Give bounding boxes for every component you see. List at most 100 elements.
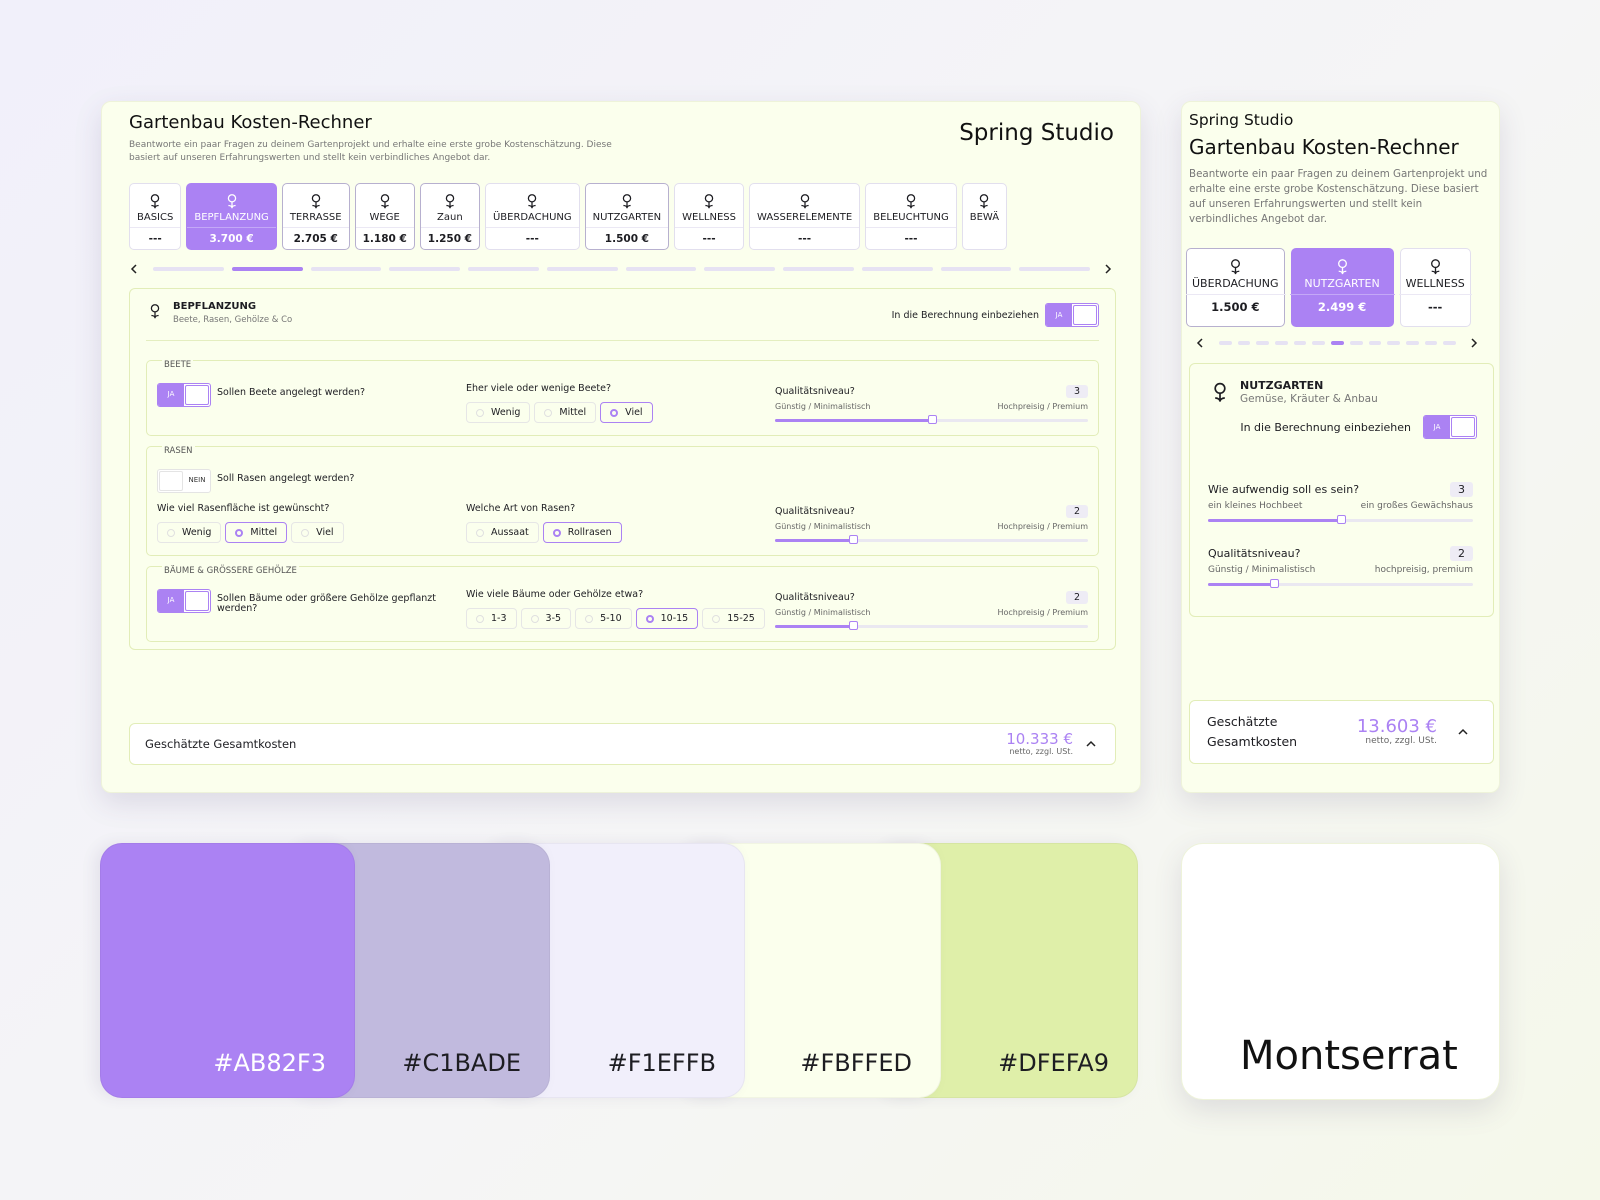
slider-header: Qualitätsniveau? 2 <box>775 591 1088 604</box>
tab-price: 1.500 € <box>1211 300 1260 314</box>
chevron <box>1105 263 1112 274</box>
expand-toggle[interactable] <box>1457 726 1469 738</box>
carousel-arrow[interactable] <box>1102 260 1114 279</box>
icon <box>902 192 920 210</box>
icon-graphic <box>622 194 632 209</box>
option[interactable]: 1-3 <box>466 608 517 629</box>
total-note: netto, zzgl. USt. <box>1365 736 1437 746</box>
option[interactable]: Mittel <box>534 402 597 423</box>
chevron <box>1458 728 1468 735</box>
option[interactable]: Mittel <box>225 522 288 543</box>
tab-label: BELEUCHTUNG <box>873 212 949 223</box>
tab-bar: BASICS --- BEPFLANZUNG 3.700 € TERRASSE 2.705… <box>129 183 1114 251</box>
icon-graphic <box>150 304 160 319</box>
radio <box>552 528 561 537</box>
slider-track[interactable] <box>775 621 1088 630</box>
total-label: Geschätzte Gesamtkosten <box>145 737 297 751</box>
scale-high: hochpreisig, premium <box>1374 565 1473 575</box>
radio <box>476 408 484 417</box>
scale-high: Hochpreisig / Premium <box>997 402 1088 411</box>
tab[interactable]: BEPFLANZUNG 3.700 € <box>186 183 277 250</box>
tab-label: ÜBERDACHUNG <box>492 212 572 223</box>
carousel-arrow[interactable] <box>129 260 141 279</box>
tab[interactable]: TERRASSE 2.705 € <box>281 183 350 250</box>
option[interactable]: Wenig <box>157 522 222 543</box>
question-text: Wie viel Rasenfläche ist gewünscht? <box>157 503 330 514</box>
tab[interactable]: BEWÄ <box>961 183 1008 250</box>
include-label: In die Berechnung einbeziehen <box>891 309 1039 321</box>
slider-label: Qualitätsniveau? <box>775 506 855 517</box>
progress-segment <box>1424 341 1438 345</box>
carousel-arrow[interactable] <box>1468 334 1480 353</box>
tab-price: --- <box>904 233 918 245</box>
section-subtitle: Beete, Rasen, Gehölze & Co <box>173 315 293 325</box>
slider-thumb[interactable] <box>849 621 859 630</box>
tab[interactable]: WASSERELEMENTE --- <box>748 183 861 250</box>
toggle[interactable]: JA <box>1045 303 1099 327</box>
tab[interactable]: ÜBERDACHUNG 1.500 € <box>1186 248 1286 327</box>
slider-header: Qualitätsniveau? 3 <box>775 385 1088 398</box>
tab-label: ÜBERDACHUNG <box>1192 277 1279 290</box>
option[interactable]: 5-10 <box>575 608 632 629</box>
carousel-progress <box>129 262 1114 276</box>
choice-question: Wie viel Rasenfläche ist gewünscht? Wenig… <box>157 503 466 543</box>
scale-high: ein großes Gewächshaus <box>1360 501 1473 511</box>
carousel-arrow[interactable] <box>1195 334 1207 353</box>
slider-thumb[interactable] <box>849 535 859 544</box>
toggle[interactable]: JA <box>157 383 211 407</box>
option[interactable]: Viel <box>600 402 653 423</box>
option[interactable]: Viel <box>291 522 344 543</box>
tab-label: NUTZGARTEN <box>592 212 662 223</box>
include-row: In die Berechnung einbeziehen JA <box>892 303 1099 327</box>
slider-track[interactable] <box>1208 579 1473 588</box>
slider-list: Wie aufwendig soll es sein? 3 ein kleines … <box>1208 482 1473 588</box>
option[interactable]: 10-15 <box>635 608 699 629</box>
toggle[interactable]: JA <box>1423 415 1477 439</box>
tab-bar: ÜBERDACHUNG 1.500 € NUTZGARTEN 2.499 € WELLN… <box>1186 248 1489 330</box>
toggle[interactable]: JA <box>157 589 211 613</box>
toggle-question: NEIN Soll Rasen angelegt werden? <box>157 469 466 493</box>
option[interactable]: Rollrasen <box>542 522 622 543</box>
option[interactable]: 3-5 <box>520 608 572 629</box>
option[interactable]: Aussaat <box>466 522 539 543</box>
slider-thumb[interactable] <box>927 415 937 424</box>
total-amount: 10.333 € netto, zzgl. USt. <box>1006 732 1073 756</box>
section-title: NUTZGARTEN <box>1240 379 1324 392</box>
tab-divider <box>749 227 860 228</box>
icon <box>376 192 394 210</box>
slider-track[interactable] <box>1208 515 1473 524</box>
expand-toggle[interactable] <box>1085 738 1097 750</box>
option[interactable]: Wenig <box>466 402 531 423</box>
icon-graphic <box>1337 259 1347 275</box>
slider-thumb[interactable] <box>1336 515 1346 524</box>
icon-graphic <box>704 194 714 209</box>
tab[interactable]: ÜBERDACHUNG --- <box>484 183 580 250</box>
progress-segment <box>310 267 382 271</box>
tab-divider <box>866 227 956 228</box>
radio <box>585 614 594 623</box>
group-title: BÄUME & GRÖSSERE GEHÖLZE <box>162 566 299 576</box>
tab[interactable]: WELLNESS --- <box>1398 248 1472 327</box>
toggle[interactable]: NEIN <box>157 469 211 493</box>
option[interactable]: 15-25 <box>702 608 765 629</box>
tab[interactable]: WELLNESS --- <box>674 183 744 250</box>
tab[interactable]: WEGE 1.180 € <box>354 183 415 250</box>
slider-value: 3 <box>1065 385 1088 398</box>
toggle-label: NEIN <box>188 476 206 485</box>
slider-track[interactable] <box>775 415 1088 424</box>
tab[interactable]: Zaun 1.250 € <box>419 183 480 250</box>
total-note: netto, zzgl. USt. <box>1009 747 1073 756</box>
tab-label: BASICS <box>137 212 174 223</box>
tab[interactable]: BELEUCHTUNG --- <box>865 183 957 250</box>
slider-track[interactable] <box>775 535 1088 544</box>
tab[interactable]: NUTZGARTEN 2.499 € <box>1289 248 1395 327</box>
slider-value: 2 <box>1450 546 1473 561</box>
toggle-question: JA Sollen Bäume oder größere Gehölze gepf… <box>157 589 466 629</box>
slider-thumb[interactable] <box>1270 579 1280 588</box>
slider-value: 2 <box>1065 591 1088 604</box>
tab[interactable]: BASICS --- <box>129 183 182 250</box>
radio <box>610 408 619 417</box>
radio <box>476 614 484 623</box>
progress-segment <box>468 267 539 271</box>
tab[interactable]: NUTZGARTEN 1.500 € <box>584 183 670 250</box>
